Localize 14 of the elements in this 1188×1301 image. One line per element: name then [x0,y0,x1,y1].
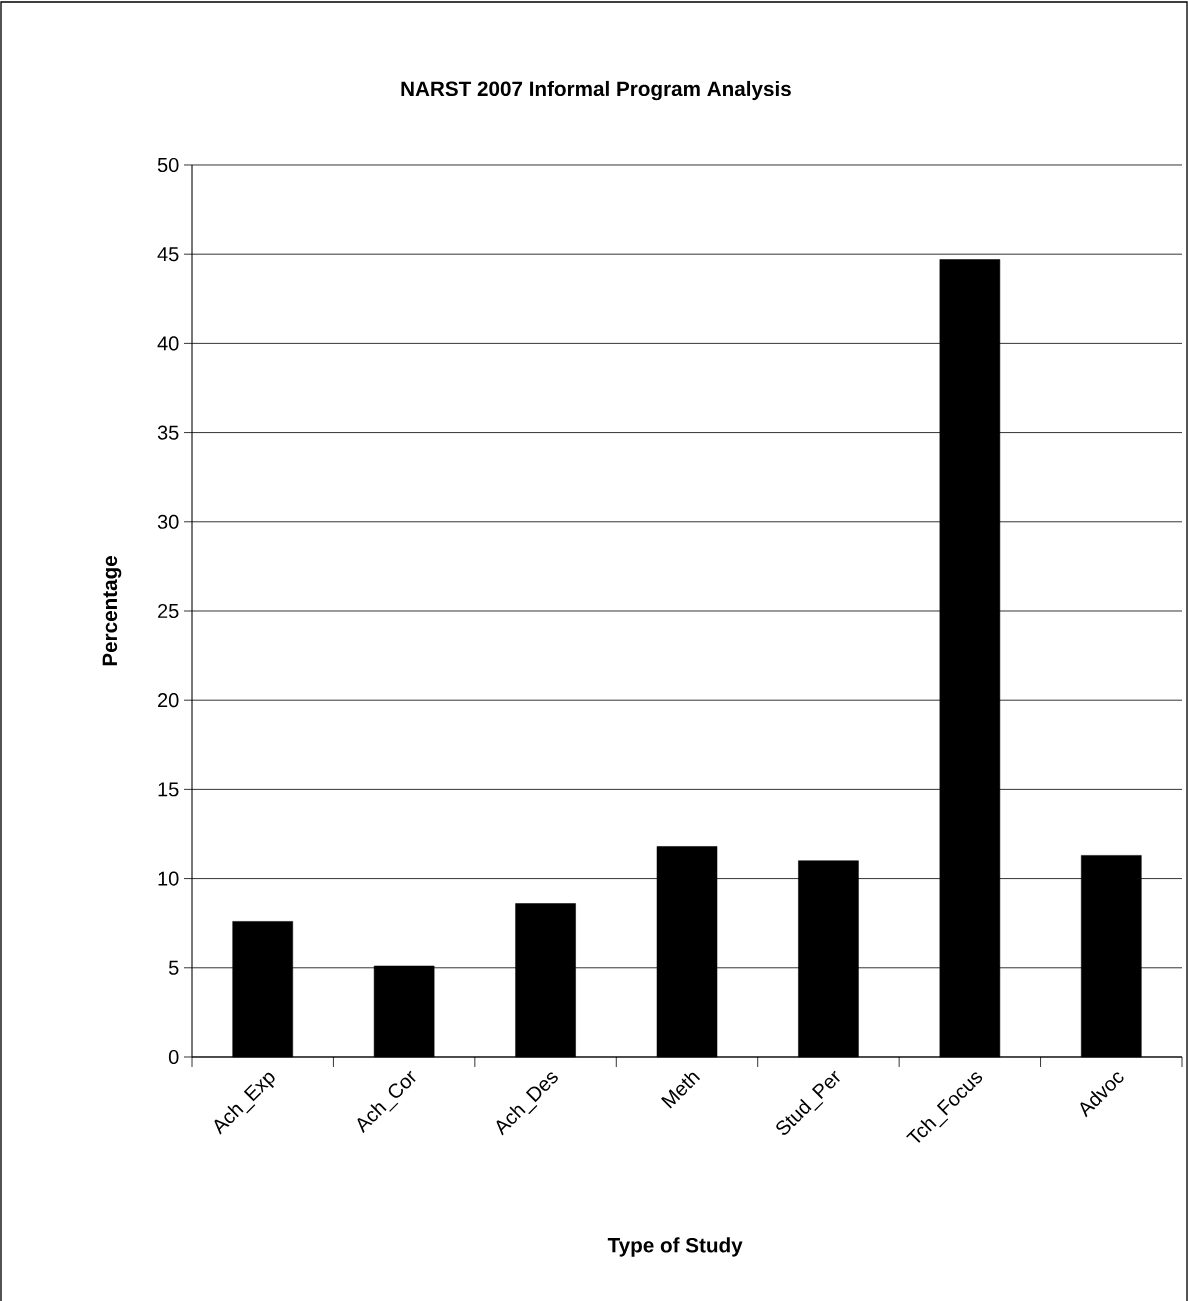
y-tick-label: 15 [158,782,179,797]
x-axis-title: Type of Study [607,1237,743,1257]
y-tick-label: 35 [157,425,179,440]
y-tick-label: 10 [158,871,179,886]
y-axis-title: Percentage [102,555,122,666]
chart-title: NARST 2007 Informal Program Analysis [401,80,791,101]
y-tick-label: 40 [157,336,179,351]
y-tick-label: 25 [158,603,179,619]
y-tick-label: 20 [158,693,179,708]
y-tick-label: 45 [157,247,179,262]
y-tick-label: 30 [157,514,179,529]
y-tick-label: 50 [157,157,179,173]
y-tick-label: 5 [168,960,179,975]
y-tick-label: 0 [168,1049,179,1065]
